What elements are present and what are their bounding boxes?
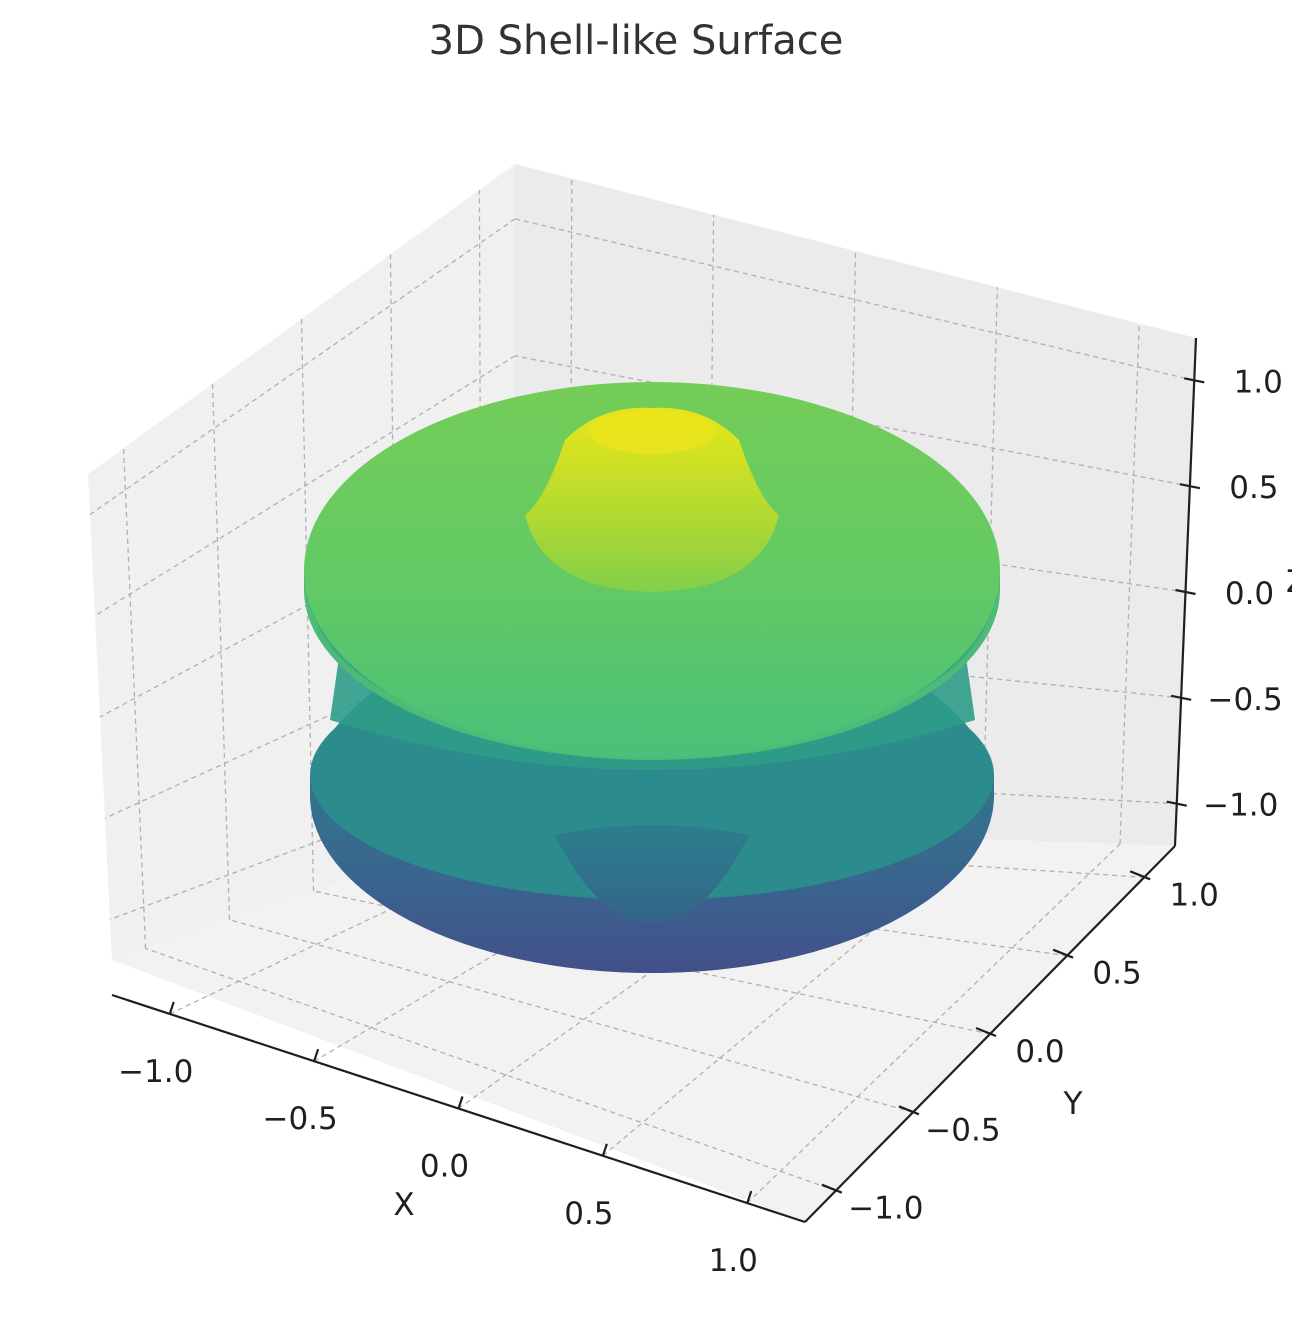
z-tick-label: −0.5 <box>1207 682 1282 718</box>
tick-marks <box>168 377 1205 1204</box>
y-tick-label: −1.0 <box>848 1191 923 1227</box>
y-tick-label: 0.5 <box>1092 956 1141 992</box>
x-tick-label: 0.5 <box>564 1196 613 1232</box>
dome-highlight <box>590 410 714 454</box>
x-tick-label: −1.0 <box>118 1054 193 1090</box>
floor-pane <box>112 822 1175 1222</box>
z-tick-label: 0.5 <box>1229 470 1278 506</box>
y-gridline-floor <box>145 947 837 1192</box>
z-tick <box>1170 694 1192 701</box>
y-gridline-floor <box>397 861 1068 957</box>
x-tick <box>313 1048 320 1062</box>
lower-pit <box>555 825 749 923</box>
z-tick <box>1166 800 1187 807</box>
x-axis-title: X <box>393 1187 414 1223</box>
y-tick <box>821 1183 843 1194</box>
x-tick <box>168 1001 175 1015</box>
z-gridline-back <box>514 492 1186 593</box>
y-tick <box>1052 948 1074 959</box>
x-tick <box>601 1143 608 1157</box>
z-tick <box>1179 483 1201 490</box>
x-gridline-wall <box>1119 323 1140 845</box>
y-tick <box>1129 870 1151 881</box>
y-tick-label: −0.5 <box>925 1112 1000 1148</box>
x-tick <box>457 1096 464 1109</box>
z-gridline-left <box>94 355 516 617</box>
y-tick-label: 0.0 <box>1015 1034 1064 1070</box>
z-tick-label: −1.0 <box>1203 788 1278 824</box>
y-axis-title: Y <box>1063 1086 1083 1122</box>
z-tick <box>1175 588 1196 596</box>
chart-title: 3D Shell-like Surface <box>429 18 844 64</box>
z-tick-label: 1.0 <box>1234 364 1283 400</box>
y-gridline-floor <box>229 919 914 1113</box>
y-gridline-wall <box>122 448 147 949</box>
z-tick-label: 0.0 <box>1225 576 1274 612</box>
tick-labels: −1.0 −1.0 −1.0 −0.5 −0.5 −0.5 0.0 0.0 0.0 0.5 0.5 0… <box>118 364 1283 1279</box>
y-tick <box>975 1026 997 1038</box>
x-gridline-floor <box>602 838 983 1157</box>
shell-surface <box>304 382 1000 973</box>
z-axis-title: Z <box>1286 564 1292 600</box>
z-tick <box>1184 377 1205 384</box>
y-tick-label: 1.0 <box>1170 877 1219 913</box>
x-tick-label: 1.0 <box>709 1243 758 1279</box>
x-tick-label: −0.5 <box>262 1101 337 1137</box>
y-tick <box>898 1105 920 1116</box>
x-tick <box>746 1190 753 1204</box>
x-tick-label: 0.0 <box>420 1149 469 1185</box>
central-dome <box>525 407 779 592</box>
